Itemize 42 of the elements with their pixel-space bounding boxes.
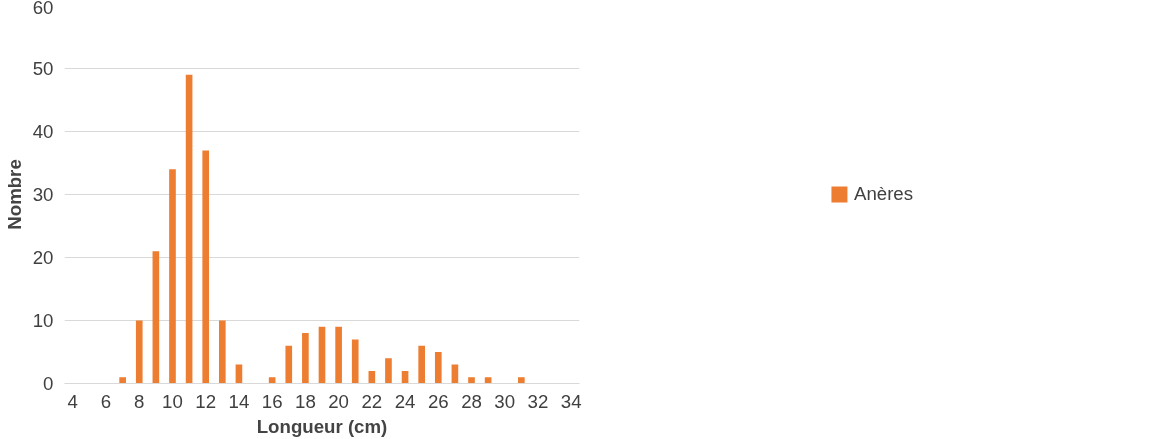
y-tick-label: 50: [32, 58, 54, 79]
bar: [518, 377, 525, 384]
y-tick-label: 0: [43, 373, 54, 394]
x-tick-label: 12: [195, 390, 217, 412]
bar: [152, 251, 160, 384]
x-tick-label: 26: [427, 390, 449, 412]
x-tick-label: 22: [361, 390, 383, 412]
x-tick-label: 30: [494, 390, 516, 412]
y-tick-label: 60: [32, 0, 54, 18]
x-tick-label: 34: [560, 390, 582, 412]
bar: [385, 358, 392, 384]
bar: [219, 320, 226, 384]
x-tick-label: 24: [394, 390, 416, 412]
y-tick-label: 20: [32, 247, 54, 268]
legend-label: Anères: [853, 183, 914, 205]
x-tick-label: 8: [134, 390, 145, 412]
x-tick-label: 10: [162, 390, 183, 412]
bar: [418, 345, 425, 384]
bar: [468, 377, 475, 384]
y-axis-title: Nombre: [3, 159, 25, 230]
bar: [434, 352, 442, 384]
x-tick-label: 6: [100, 390, 112, 412]
x-tick-label: 32: [527, 390, 549, 412]
y-tick-label: 10: [32, 310, 54, 331]
bar: [302, 333, 309, 384]
bar: [335, 326, 342, 384]
bar: [119, 377, 126, 384]
bar: [135, 320, 143, 384]
x-tick-label: 4: [67, 390, 79, 412]
bar: [185, 74, 193, 384]
x-tick-label: 18: [295, 390, 316, 412]
y-tick-label: 40: [32, 121, 54, 142]
y-tick-label: 30: [32, 184, 54, 205]
x-tick-label: 28: [461, 390, 482, 412]
bar: [351, 339, 359, 384]
x-tick-label: 14: [228, 390, 250, 412]
bar: [285, 345, 293, 384]
x-tick-label: 16: [261, 390, 283, 412]
x-tick-label: 20: [328, 390, 349, 412]
bar: [169, 169, 176, 384]
x-axis-title: Longueur (cm): [256, 415, 388, 437]
bar: [202, 150, 210, 384]
